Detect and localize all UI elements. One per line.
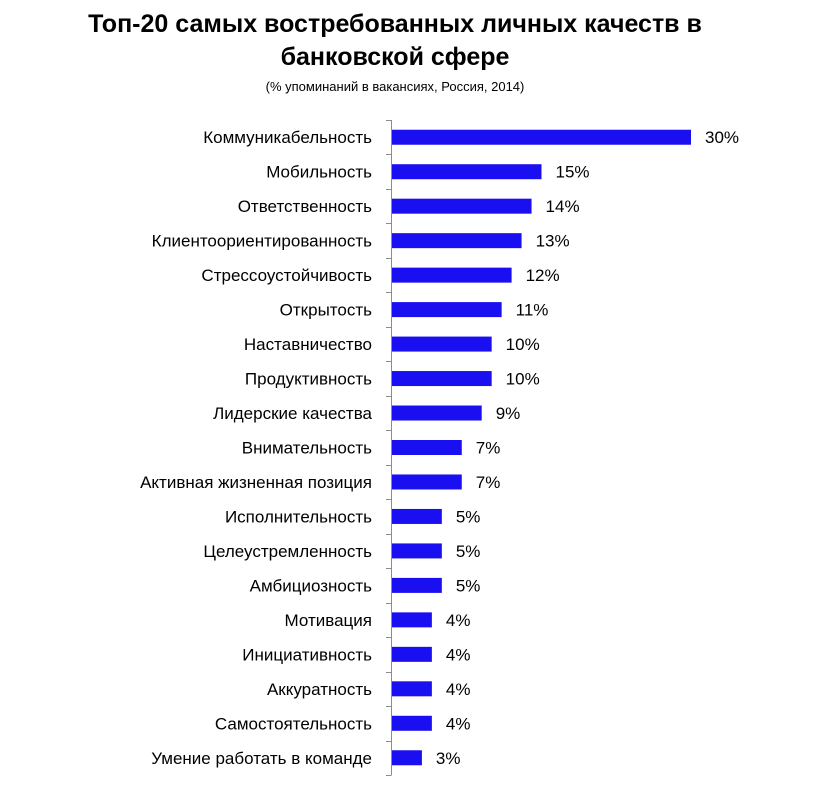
data-label: 10%	[506, 370, 540, 389]
category-label: Мотивация	[285, 611, 372, 630]
category-label: Активная жизненная позиция	[140, 473, 372, 492]
chart-title-line-2: банковской сфере	[280, 43, 510, 71]
category-label: Мобильность	[266, 163, 372, 182]
category-label: Умение работать в команде	[151, 749, 372, 768]
category-label: Стрессоустойчивость	[201, 266, 372, 285]
bar	[392, 267, 512, 283]
data-label: 9%	[496, 404, 521, 423]
bar	[392, 164, 542, 180]
data-label: 4%	[446, 611, 471, 630]
bar	[392, 750, 422, 766]
bar	[392, 302, 502, 318]
bars-layer	[392, 129, 691, 766]
chart-subtitle: (% упоминаний в вакансиях, Россия, 2014)	[265, 79, 525, 94]
category-label: Продуктивность	[245, 370, 372, 389]
category-label: Исполнительность	[225, 507, 372, 526]
bar	[392, 405, 482, 421]
chart-title-line-1: Топ-20 самых востребованных личных качес…	[88, 10, 702, 38]
data-label: 7%	[476, 473, 501, 492]
bar	[392, 715, 432, 731]
bar	[392, 646, 432, 662]
data-label: 13%	[536, 232, 570, 251]
chart-title: Топ-20 самых востребованных личных качес…	[0, 8, 790, 74]
category-label: Внимательность	[242, 439, 372, 458]
data-label: 14%	[546, 197, 580, 216]
data-label: 15%	[556, 163, 590, 182]
data-label: 4%	[446, 714, 471, 733]
bar	[392, 440, 462, 455]
category-label: Коммуникабельность	[203, 128, 372, 147]
category-label: Клиентоориентированность	[152, 232, 372, 251]
bar	[392, 612, 432, 628]
category-label: Наставничество	[244, 335, 372, 354]
data-label: 5%	[456, 576, 481, 595]
bar	[392, 336, 492, 352]
data-label: 5%	[456, 542, 481, 561]
data-label: 7%	[476, 439, 501, 458]
data-label: 10%	[506, 335, 540, 354]
category-label: Открытость	[280, 301, 372, 320]
data-label: 5%	[456, 507, 481, 526]
data-label: 11%	[516, 301, 549, 320]
bar	[392, 129, 691, 145]
bar	[392, 474, 462, 490]
data-label: 30%	[705, 128, 739, 147]
data-label: 3%	[436, 749, 461, 768]
category-label: Амбициозность	[250, 576, 372, 595]
data-label: 12%	[526, 266, 560, 285]
data-label: 4%	[446, 680, 471, 699]
category-label: Аккуратность	[267, 680, 372, 699]
category-label: Целеустремленность	[203, 542, 372, 561]
bar	[392, 681, 432, 697]
category-label: Ответственность	[238, 197, 372, 216]
bar	[392, 198, 532, 214]
bar	[392, 508, 442, 524]
bar	[392, 233, 522, 249]
category-label: Инициативность	[242, 645, 372, 664]
category-axis-ticks	[386, 120, 392, 776]
bar	[392, 371, 492, 387]
data-label: 4%	[446, 645, 471, 664]
bar	[392, 543, 442, 559]
category-label: Лидерские качества	[213, 404, 372, 423]
category-label: Самостоятельность	[215, 714, 372, 733]
bar	[392, 577, 442, 593]
